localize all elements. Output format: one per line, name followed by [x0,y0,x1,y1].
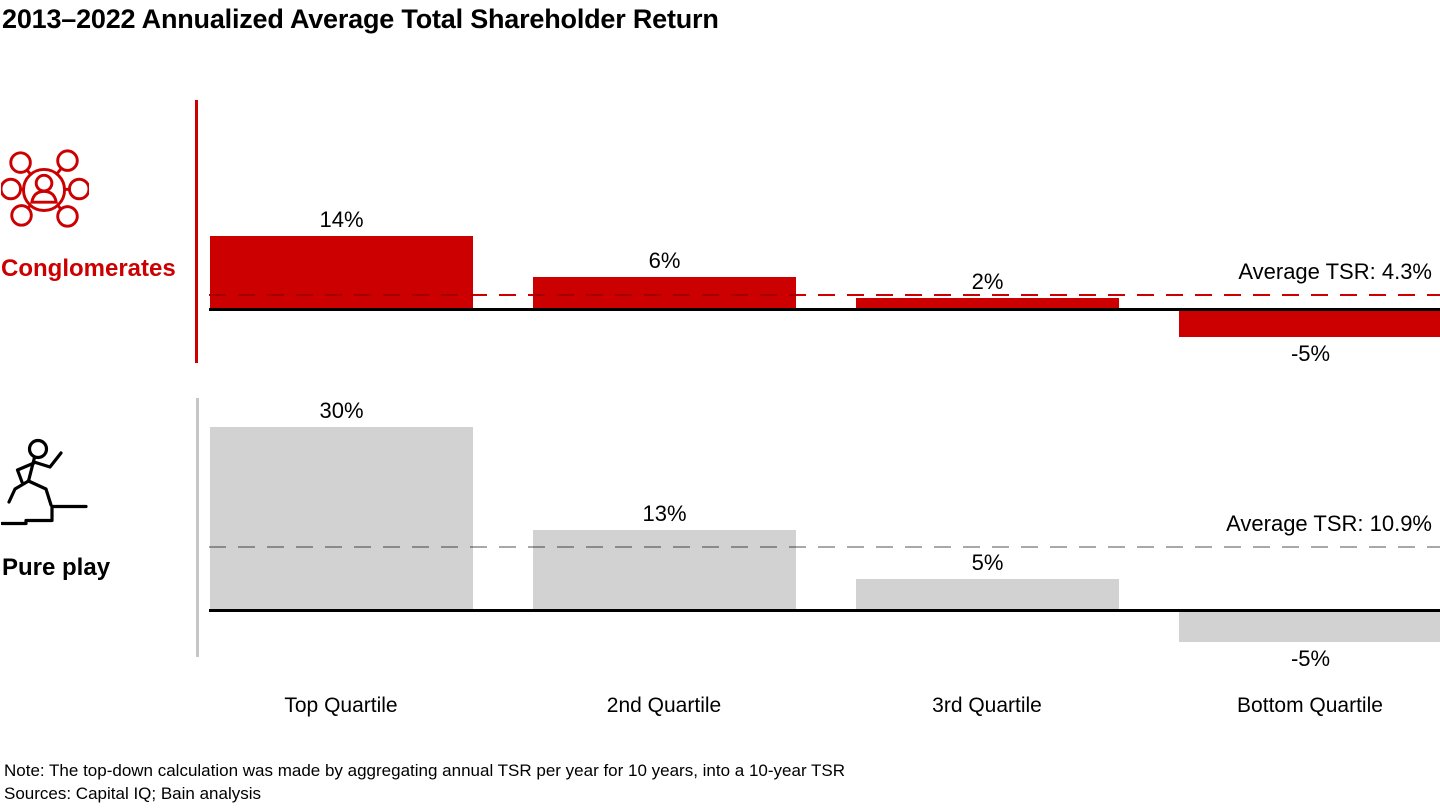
pure-play-axis-line [196,398,199,657]
bar [1179,612,1440,642]
value-label: 2% [971,269,1004,294]
conglomerates-average-dashed-line [209,294,1440,296]
bar [856,298,1119,308]
network-people-icon [0,145,91,233]
page-title: 2013–2022 Annualized Average Total Share… [2,4,719,34]
bar [1179,311,1440,337]
pure-play-average-dashed-line [209,546,1440,548]
value-label: 5% [971,550,1004,575]
bar [533,530,796,609]
conglomerates-baseline [209,308,1440,311]
footnote: Note: The top-down calculation was made … [4,761,846,780]
x-axis-label-bottom-quartile: Bottom Quartile [1237,694,1383,717]
value-label: 14% [319,207,364,232]
x-axis-label-3rd-quartile: 3rd Quartile [932,694,1042,717]
x-axis-label-2nd-quartile: 2nd Quartile [606,694,722,717]
value-label: 30% [319,398,364,423]
value-label: -5% [1290,646,1331,671]
value-label: 13% [642,501,687,526]
conglomerates-average-label: Average TSR: 4.3% [1238,259,1432,284]
value-label: -5% [1290,341,1331,366]
bar [856,579,1119,609]
row-label-conglomerates: Conglomerates [1,255,176,282]
bar [210,236,473,308]
row-label-pure-play: Pure play [2,554,111,581]
x-axis-label-top-quartile: Top Quartile [284,694,398,717]
pure-play-baseline [209,609,1440,612]
sources: Sources: Capital IQ; Bain analysis [4,784,262,803]
value-label: 6% [648,248,681,273]
person-climbing-stairs-icon [0,437,89,529]
bar [210,427,473,609]
bar [533,277,796,308]
pure-play-average-label: Average TSR: 10.9% [1226,511,1432,536]
conglomerates-axis-line [195,100,198,363]
